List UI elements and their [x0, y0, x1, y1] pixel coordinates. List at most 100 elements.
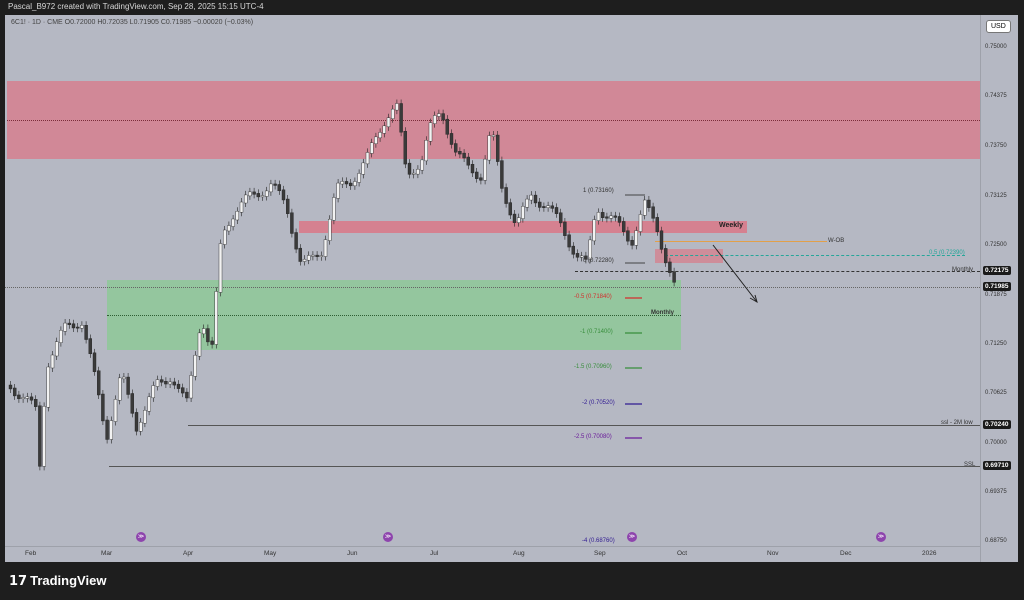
demand-zone-midline	[107, 315, 681, 316]
candle-body	[265, 190, 269, 197]
candle-body	[29, 396, 34, 401]
candle-body	[386, 117, 391, 128]
projection-arrow-head	[749, 294, 758, 304]
candle-body	[180, 387, 185, 394]
candle-body	[517, 217, 521, 223]
wob-label: W-OB	[828, 238, 845, 244]
candle-body	[672, 271, 676, 283]
currency-button[interactable]: USD	[986, 20, 1011, 33]
candle-body	[659, 230, 664, 250]
candle-body	[227, 225, 231, 232]
candle-body	[218, 243, 223, 293]
monthly-level-line	[575, 271, 980, 272]
candle-body	[176, 383, 181, 389]
candle-body	[260, 195, 265, 198]
event-icon-4[interactable]: ≫	[876, 532, 886, 542]
chart-frame[interactable]: 6C1! · 1D · CME O0.72000 H0.72035 L0.719…	[5, 15, 1018, 562]
candle-body	[609, 215, 613, 219]
candle-body	[370, 142, 374, 154]
candle-body	[143, 409, 147, 424]
candle-body	[239, 201, 244, 213]
time-axis[interactable]: Feb Mar Apr May Jun Jul Aug Sep Oct Nov …	[5, 546, 980, 562]
candle-body	[462, 152, 466, 159]
candle-body	[155, 379, 160, 387]
candle-body	[92, 352, 97, 372]
candle-body	[151, 385, 156, 399]
event-icon-3[interactable]: ≫	[627, 532, 637, 542]
candle-body	[365, 152, 370, 165]
candle-body	[315, 254, 319, 257]
candle-body	[605, 216, 609, 219]
weekly-zone[interactable]	[299, 221, 747, 233]
candle-body	[109, 420, 114, 440]
fib-m4-label: -4 (0.68760)	[582, 538, 615, 544]
candle-body	[525, 198, 529, 208]
candle-body	[50, 354, 55, 369]
chart-area[interactable]: 6C1! · 1D · CME O0.72000 H0.72035 L0.719…	[5, 15, 980, 546]
candle-body	[378, 132, 382, 139]
candle-body	[538, 201, 542, 208]
price-badge-ssl-2m: 0.70240	[983, 420, 1011, 429]
candle-body	[592, 219, 596, 242]
event-icon-1[interactable]: ≫	[136, 532, 146, 542]
candle-body	[222, 229, 227, 245]
candle-body	[374, 136, 378, 144]
candle-body	[298, 247, 302, 262]
candle-body	[559, 212, 563, 224]
candle-body	[449, 133, 454, 145]
candle-body	[601, 212, 605, 218]
time-tick: Nov	[767, 550, 779, 557]
candle-body	[189, 375, 193, 399]
candle-body	[67, 322, 71, 325]
candle-body	[395, 103, 399, 111]
candle-body	[580, 255, 584, 258]
candle-body	[416, 168, 420, 175]
candle-body	[353, 181, 357, 187]
monthly-line-label: Monthly	[952, 267, 974, 273]
time-tick: Apr	[183, 550, 194, 557]
event-icon-2[interactable]: ≫	[383, 532, 393, 542]
fib-05-label: 0.5 (0.72390)	[929, 250, 965, 256]
candle-body	[80, 325, 84, 329]
tradingview-mark-icon: 𝟭𝟳	[9, 574, 28, 589]
candle-body	[42, 406, 46, 467]
candle-body	[302, 258, 307, 262]
candle-body	[117, 377, 122, 401]
candle-body	[575, 253, 580, 258]
candle-body	[307, 255, 311, 261]
attribution-bar: Pascal_B972 created with TradingView.com…	[0, 0, 1024, 14]
time-tick: Oct	[677, 550, 688, 557]
time-tick: Mar	[101, 550, 113, 557]
candle-body	[479, 177, 483, 181]
footer-bar: 𝟭𝟳 TradingView	[0, 562, 1024, 600]
ssl-2m-label: ssl - 2M low	[941, 420, 973, 426]
candle-body	[256, 193, 261, 198]
candle-body	[8, 384, 13, 390]
candle-body	[344, 181, 349, 185]
candle-body	[441, 113, 445, 121]
wob-zone[interactable]	[655, 249, 723, 263]
current-price-line	[5, 287, 980, 288]
candle-body	[521, 206, 525, 219]
candle-body	[75, 326, 80, 329]
candle-body	[512, 213, 517, 223]
price-tick: 0.70625	[985, 390, 1007, 396]
candle-body	[201, 328, 206, 335]
candle-body	[55, 341, 59, 357]
candle-body	[193, 354, 198, 377]
brand-text: TradingView	[30, 573, 107, 588]
tradingview-logo[interactable]: 𝟭𝟳 TradingView	[9, 573, 106, 589]
candle-body	[500, 160, 504, 189]
candle-body	[571, 245, 575, 255]
candle-body	[542, 206, 546, 208]
candlestick-series	[8, 99, 758, 471]
candle-body	[458, 151, 462, 155]
candle-body	[101, 393, 105, 422]
time-tick: Jun	[347, 550, 358, 557]
candle-body	[651, 206, 655, 219]
fib-m15-label: -1.5 (0.70960)	[574, 364, 612, 370]
candle-body	[403, 131, 407, 165]
price-axis[interactable]: USD 0.75000 0.74375 0.73750 0.73125 0.72…	[980, 15, 1018, 562]
candle-body	[340, 181, 344, 185]
candle-body	[596, 212, 601, 221]
